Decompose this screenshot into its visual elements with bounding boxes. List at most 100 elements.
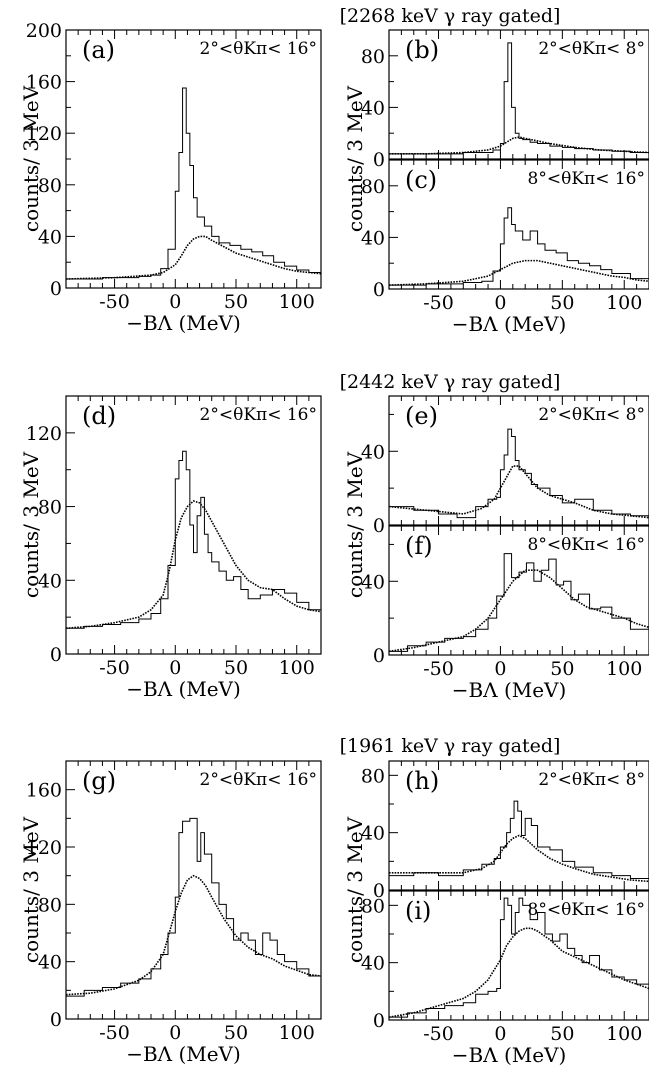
y-tick-label: 40: [38, 226, 62, 248]
histogram-series: [389, 800, 649, 882]
plot-frame: [388, 395, 649, 526]
fit-series: [66, 874, 321, 996]
y-axis-label: counts/ 3 MeV: [343, 451, 367, 598]
fit-series: [66, 500, 321, 629]
y-tick-label: 0: [373, 279, 385, 301]
y-tick-label: 80: [38, 894, 62, 916]
fit-series: [389, 927, 649, 1018]
x-tick-label: -50: [423, 1023, 454, 1045]
plot-frame: [65, 395, 322, 655]
x-tick-label: 100: [279, 657, 315, 679]
histogram-series: [389, 428, 649, 519]
y-axis-label: counts/ 3 MeV: [19, 816, 43, 963]
panel-i: 0 40 80 -50 0 50 100 (i) 8°<θKπ< 16° −BΛ (MeV): [361, 890, 649, 1067]
x-axis-label: −BΛ (MeV): [452, 678, 567, 702]
y-tick-label: 0: [373, 880, 385, 902]
x-tick-label: 100: [606, 1023, 642, 1045]
panel-a: 0 40 80 120 160 200 -50 0 50 100 (a) 2°<θKπ< 16° cou…: [19, 20, 322, 335]
panel-g: 0 40 80 120 160 -50 0 50 100 (g) 2°<θKπ< 16° counts…: [19, 760, 322, 1066]
x-axis-label: −BΛ (MeV): [126, 311, 241, 335]
group-title-2442: [2442 keV γ ray gated]: [340, 371, 561, 393]
panel-f: 0 40 -50 0 50 100 (f) 8°<θKπ< 16° −BΛ (MeV): [361, 525, 649, 702]
x-axis-label: −BΛ (MeV): [126, 677, 241, 701]
y-tick-label: 0: [373, 1010, 385, 1032]
y-axis-label: counts/ 3 MeV: [343, 85, 367, 232]
x-tick-label: 0: [494, 292, 506, 314]
plot-frame: [65, 29, 322, 289]
histogram-series: [66, 817, 321, 997]
panel-h: 0 40 80 (h) 2°<θKπ< 8° counts/ 3 MeV: [343, 760, 649, 963]
panel-label: (c): [405, 166, 437, 194]
histogram-series: [66, 450, 321, 629]
x-tick-label: 50: [224, 291, 248, 313]
y-tick-label: 40: [38, 952, 62, 974]
theta-range-label: 2°<θKπ< 8°: [538, 770, 645, 790]
theta-range-label: 8°<θKπ< 16°: [528, 169, 645, 189]
x-axis-label: −BΛ (MeV): [452, 312, 567, 336]
fit-series: [389, 569, 649, 653]
y-tick-label: 0: [373, 515, 385, 537]
x-tick-label: 50: [224, 657, 248, 679]
y-tick-label: 40: [361, 953, 385, 975]
panel-label: (h): [405, 767, 439, 795]
fit-series: [66, 235, 321, 280]
x-tick-label: -50: [99, 1022, 130, 1044]
y-tick-label: 160: [26, 72, 62, 94]
x-tick-label: 0: [494, 1023, 506, 1045]
fit-series: [389, 834, 649, 883]
x-axis-label: −BΛ (MeV): [126, 1042, 241, 1066]
y-tick-label: 40: [361, 97, 385, 119]
y-tick-label: 40: [38, 570, 62, 592]
y-axis-label: counts/ 3 MeV: [343, 816, 367, 963]
y-tick-label: 80: [361, 765, 385, 787]
panel-d: 0 40 80 120 -50 0 50 100 (d) 2°<θKπ< 16° counts/ 3…: [19, 395, 322, 701]
y-tick-label: 120: [26, 123, 62, 145]
theta-range-label: 8°<θKπ< 16°: [528, 900, 645, 920]
y-axis-label: counts/ 3 MeV: [19, 451, 43, 598]
panels: 0 40 80 120 160 200 -50 0 50 100 (a) 2°<θKπ< 16° cou…: [19, 20, 649, 1067]
y-axis-label: counts/ 3 MeV: [19, 85, 43, 232]
y-tick-label: 200: [26, 20, 62, 42]
x-tick-label: 0: [169, 657, 181, 679]
panel-label: (g): [82, 767, 116, 795]
x-tick-label: 50: [550, 292, 574, 314]
y-tick-label: 40: [361, 823, 385, 845]
group-title-2268: [2268 keV γ ray gated]: [340, 5, 561, 27]
panel-label: (f): [405, 532, 433, 560]
y-tick-label: 80: [38, 497, 62, 519]
histogram-series: [389, 207, 649, 286]
theta-range-label: 2°<θKπ< 8°: [538, 39, 645, 59]
x-tick-label: 100: [279, 291, 315, 313]
panel-label: (e): [405, 402, 438, 430]
plot-frame: [388, 29, 649, 160]
y-tick-label: 120: [26, 423, 62, 445]
histogram-series: [66, 87, 321, 280]
plot-frame: [388, 159, 649, 290]
theta-range-label: 2°<θKπ< 16°: [200, 770, 317, 790]
panel-label: (i): [405, 897, 431, 925]
theta-range-label: 2°<θKπ< 16°: [200, 39, 317, 59]
panel-c: 0 40 80 -50 0 50 100 (c) 8°<θKπ< 16° −BΛ (MeV): [361, 159, 649, 336]
x-tick-label: 50: [550, 658, 574, 680]
x-tick-label: 0: [494, 658, 506, 680]
histogram-series: [389, 553, 649, 652]
x-tick-label: 50: [224, 1022, 248, 1044]
y-tick-label: 0: [50, 278, 62, 300]
x-tick-label: 0: [169, 1022, 181, 1044]
y-tick-label: 0: [50, 1009, 62, 1031]
x-tick-label: -50: [99, 657, 130, 679]
group-title-1961: [1961 keV γ ray gated]: [340, 735, 561, 757]
panel-label: (b): [405, 36, 439, 64]
y-tick-label: 160: [26, 780, 62, 802]
y-tick-label: 80: [361, 176, 385, 198]
x-tick-label: 100: [279, 1022, 315, 1044]
y-tick-label: 80: [361, 46, 385, 68]
y-tick-label: 0: [373, 645, 385, 667]
panel-label: (a): [82, 36, 115, 64]
x-tick-label: -50: [423, 658, 454, 680]
x-tick-label: -50: [423, 292, 454, 314]
panel-label: (d): [82, 402, 116, 430]
x-tick-label: 100: [606, 658, 642, 680]
histogram-series: [389, 897, 649, 1018]
panel-e: 0 40 (e) 2°<θKπ< 8° counts/ 3 MeV: [343, 395, 649, 598]
